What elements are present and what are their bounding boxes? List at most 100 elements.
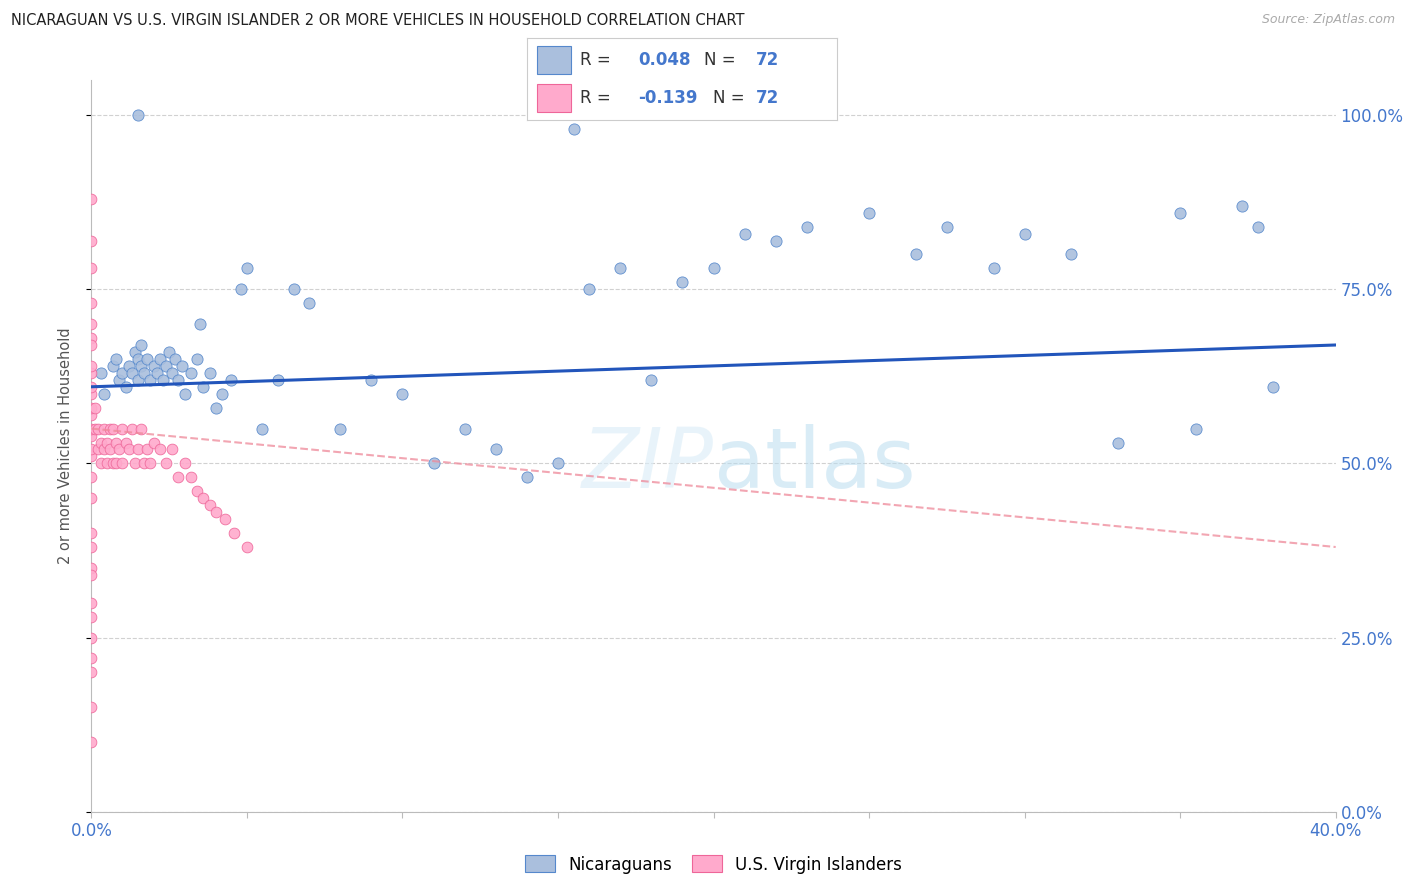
Point	[453, 421, 475, 435]
Point	[1247, 219, 1270, 234]
Point	[1232, 199, 1254, 213]
Point	[236, 540, 259, 554]
Bar	[537, 85, 571, 112]
Point	[80, 700, 103, 714]
Text: Source: ZipAtlas.com: Source: ZipAtlas.com	[1261, 13, 1395, 27]
Point	[167, 373, 190, 387]
Point	[80, 442, 103, 457]
Point	[640, 373, 662, 387]
Point	[252, 421, 274, 435]
Text: -0.139: -0.139	[638, 89, 699, 107]
Point	[124, 457, 146, 471]
Point	[80, 450, 103, 464]
Text: N =: N =	[713, 89, 749, 107]
Point	[118, 359, 141, 373]
Point	[105, 435, 128, 450]
Point	[1168, 205, 1191, 219]
Point	[80, 491, 103, 506]
Point	[80, 631, 103, 645]
Point	[283, 282, 305, 296]
Point	[229, 282, 252, 296]
Point	[170, 359, 193, 373]
Point	[516, 470, 538, 484]
Y-axis label: 2 or more Vehicles in Household: 2 or more Vehicles in Household	[58, 327, 73, 565]
Point	[93, 386, 115, 401]
Point	[193, 491, 215, 506]
Point	[111, 421, 134, 435]
Point	[155, 457, 177, 471]
Point	[671, 275, 693, 289]
Point	[1014, 227, 1036, 241]
Point	[167, 470, 190, 484]
Point	[702, 261, 725, 276]
Point	[96, 435, 118, 450]
Point	[127, 373, 149, 387]
Point	[80, 408, 103, 422]
Point	[80, 421, 103, 435]
Point	[80, 234, 103, 248]
Point	[1184, 421, 1206, 435]
Point	[765, 234, 787, 248]
Point	[90, 457, 112, 471]
Point	[149, 442, 172, 457]
Point	[162, 366, 184, 380]
Point	[796, 219, 818, 234]
Point	[129, 421, 152, 435]
Point	[80, 428, 103, 442]
Point	[80, 665, 103, 680]
Point	[139, 373, 162, 387]
Bar	[537, 45, 571, 74]
Point	[111, 457, 134, 471]
Point	[136, 442, 159, 457]
Point	[157, 345, 180, 359]
Point	[83, 421, 105, 435]
Point	[205, 401, 228, 415]
Point	[188, 317, 211, 331]
Point	[547, 457, 569, 471]
Point	[236, 261, 259, 276]
Point	[80, 651, 103, 665]
Point	[80, 470, 103, 484]
Point	[1060, 247, 1083, 261]
Point	[98, 421, 121, 435]
Point	[173, 457, 195, 471]
Point	[858, 205, 880, 219]
Point	[108, 373, 131, 387]
Point	[983, 261, 1005, 276]
Point	[162, 442, 184, 457]
Text: atlas: atlas	[713, 424, 915, 505]
Point	[121, 366, 143, 380]
Point	[90, 366, 112, 380]
Text: R =: R =	[579, 51, 616, 69]
Point	[142, 359, 165, 373]
Legend: Nicaraguans, U.S. Virgin Islanders: Nicaraguans, U.S. Virgin Islanders	[519, 848, 908, 880]
Point	[224, 526, 246, 541]
Point	[562, 122, 585, 136]
Point	[101, 421, 124, 435]
Point	[80, 609, 103, 624]
Point	[80, 338, 103, 352]
Point	[129, 359, 152, 373]
Point	[129, 338, 152, 352]
Point	[136, 351, 159, 366]
Point	[80, 261, 103, 276]
Point	[80, 359, 103, 373]
Point	[93, 442, 115, 457]
Point	[105, 457, 128, 471]
Point	[118, 442, 141, 457]
Point	[80, 540, 103, 554]
Point	[111, 366, 134, 380]
Point	[98, 442, 121, 457]
Point	[578, 282, 600, 296]
Point	[80, 366, 103, 380]
Text: N =: N =	[703, 51, 741, 69]
Point	[180, 366, 202, 380]
Point	[186, 484, 208, 499]
Point	[114, 380, 136, 394]
Point	[609, 261, 631, 276]
Point	[205, 505, 228, 519]
Point	[485, 442, 508, 457]
Point	[127, 351, 149, 366]
Point	[80, 526, 103, 541]
Point	[90, 435, 112, 450]
